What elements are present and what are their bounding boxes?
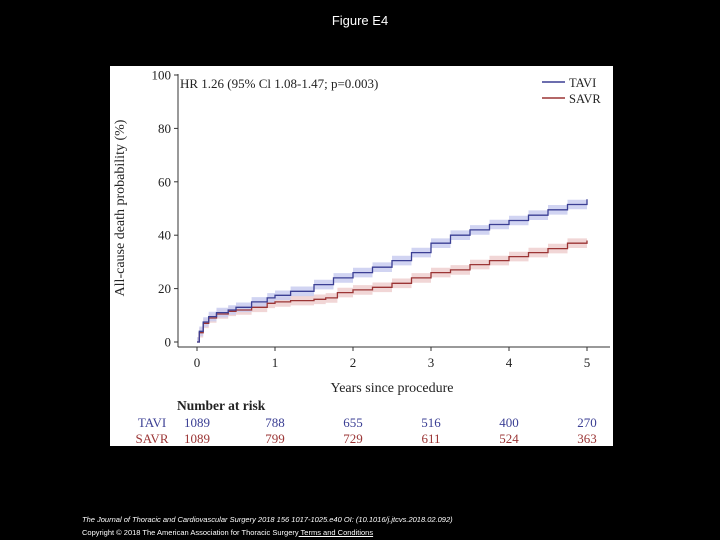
- y-tick-label: 40: [158, 228, 171, 243]
- y-tick-label: 60: [158, 174, 171, 189]
- x-tick-label: 4: [506, 355, 513, 370]
- risk-value: 655: [343, 415, 363, 430]
- risk-value: 516: [421, 415, 441, 430]
- axes: 0 20 40 60 80 100 0 1 2 3 4 5: [152, 68, 610, 370]
- risk-value: 270: [577, 415, 597, 430]
- copyright-line: Copyright © 2018 The American Associatio…: [82, 528, 373, 537]
- figure-panel: 0 20 40 60 80 100 0 1 2 3 4 5 HR 1.26 (95% Cl 1.08-…: [110, 66, 613, 446]
- risk-row-label-tavi: TAVI: [138, 415, 166, 430]
- risk-value: 788: [265, 415, 285, 430]
- x-axis-label: Years since procedure: [331, 381, 454, 396]
- legend-label-savr: SAVR: [569, 92, 601, 106]
- risk-value: 1089: [184, 431, 210, 446]
- series-lines: [197, 199, 588, 343]
- risk-table-title: Number at risk: [177, 398, 266, 413]
- ci-band-savr: [197, 235, 587, 342]
- x-tick-label: 3: [428, 355, 435, 370]
- risk-value: 524: [499, 431, 519, 446]
- risk-value: 799: [265, 431, 285, 446]
- risk-value: 729: [343, 431, 363, 446]
- copyright-text: Copyright © 2018 The American Associatio…: [82, 528, 299, 537]
- y-tick-label: 80: [158, 121, 171, 136]
- hazard-ratio-annotation: HR 1.26 (95% Cl 1.08-1.47; p=0.003): [180, 76, 378, 91]
- x-tick-label: 2: [350, 355, 357, 370]
- legend: TAVI SAVR: [542, 76, 601, 106]
- risk-value: 400: [499, 415, 519, 430]
- y-tick-label: 20: [158, 281, 171, 296]
- y-tick-label: 100: [152, 68, 172, 83]
- terms-link[interactable]: Terms and Conditions: [298, 528, 374, 537]
- slide-title: Figure E4: [331, 13, 389, 28]
- km-chart: 0 20 40 60 80 100 0 1 2 3 4 5 HR 1.26 (95% Cl 1.08-…: [113, 68, 610, 446]
- legend-label-tavi: TAVI: [569, 76, 596, 90]
- y-tick-label: 0: [165, 335, 172, 350]
- series-line-savr: [197, 240, 588, 343]
- risk-row-label-savr: SAVR: [135, 431, 168, 446]
- ci-band-tavi: [197, 194, 587, 342]
- risk-value: 611: [421, 431, 440, 446]
- journal-citation: The Journal of Thoracic and Cardiovascul…: [82, 515, 453, 524]
- series-line-tavi: [197, 199, 588, 343]
- risk-value: 1089: [184, 415, 210, 430]
- x-tick-label: 5: [584, 355, 591, 370]
- risk-value: 363: [577, 431, 597, 446]
- x-tick-label: 1: [272, 355, 279, 370]
- y-axis-label: All-cause death probability (%): [113, 119, 128, 296]
- x-tick-label: 0: [194, 355, 201, 370]
- risk-table: Number at risk TAVI 1089 788 655 516 400 270 SA…: [135, 398, 596, 446]
